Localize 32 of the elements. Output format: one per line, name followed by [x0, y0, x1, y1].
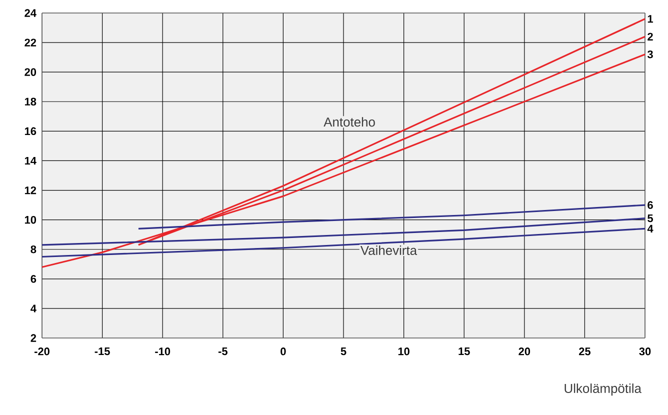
y-tick-label: 20 — [24, 68, 36, 76]
series-label: 6 — [648, 201, 653, 209]
y-tick-label: 22 — [24, 38, 36, 46]
y-tick-label: 16 — [24, 127, 36, 136]
series-label: 2 — [648, 32, 653, 40]
y-tick-label: 2 — [30, 334, 36, 342]
x-tick-label: 20 — [518, 348, 530, 356]
y-tick-label: 4 — [30, 304, 36, 312]
x-tick-label: -15 — [94, 348, 110, 356]
x-tick-label: 25 — [578, 348, 590, 356]
x-tick-label: 15 — [458, 348, 470, 356]
annotation: Vaihevirta — [360, 245, 418, 255]
series-label: 1 — [648, 15, 653, 23]
x-tick-label: 0 — [280, 348, 286, 356]
y-tick-label: 8 — [30, 245, 36, 254]
y-tick-label: 10 — [24, 216, 36, 224]
y-tick-label: 18 — [24, 98, 36, 106]
y-tick-label: 12 — [24, 186, 36, 194]
series-label: 3 — [647, 50, 653, 58]
x-tick-label: 30 — [639, 348, 651, 356]
series-label: 4 — [647, 224, 654, 232]
series-label: 5 — [648, 214, 653, 222]
y-tick-label: 24 — [24, 9, 36, 17]
y-tick-label: 14 — [24, 156, 36, 164]
x-tick-label: -10 — [155, 348, 170, 356]
x-tick-label: -5 — [218, 348, 228, 356]
x-tick-label: -20 — [34, 348, 50, 356]
x-tick-label: 5 — [340, 348, 346, 356]
x-tick-label: 10 — [398, 348, 410, 356]
annotation: Antoteho — [324, 117, 375, 127]
x-axis-title: Ulkolämpötila — [564, 384, 642, 396]
y-tick-label: 6 — [30, 275, 36, 283]
